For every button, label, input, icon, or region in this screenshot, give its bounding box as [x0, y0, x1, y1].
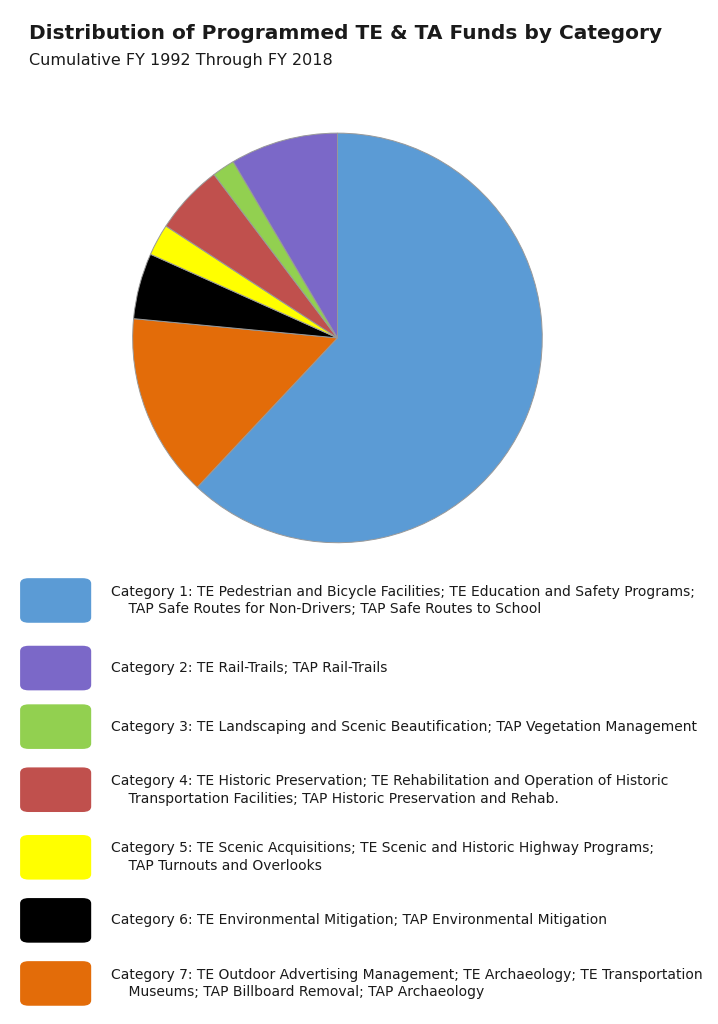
FancyBboxPatch shape — [20, 898, 91, 943]
Text: Category 5: TE Scenic Acquisitions; TE Scenic and Historic Highway Programs;
   : Category 5: TE Scenic Acquisitions; TE S… — [111, 842, 654, 873]
Text: Distribution of Programmed TE & TA Funds by Category: Distribution of Programmed TE & TA Funds… — [29, 24, 662, 43]
FancyBboxPatch shape — [20, 767, 91, 812]
Wedge shape — [166, 174, 337, 338]
Wedge shape — [133, 318, 337, 487]
Wedge shape — [134, 254, 337, 338]
FancyBboxPatch shape — [20, 835, 91, 880]
Text: Cumulative FY 1992 Through FY 2018: Cumulative FY 1992 Through FY 2018 — [29, 53, 332, 69]
Text: Category 1: TE Pedestrian and Bicycle Facilities; TE Education and Safety Progra: Category 1: TE Pedestrian and Bicycle Fa… — [111, 585, 695, 616]
Text: Category 4: TE Historic Preservation; TE Rehabilitation and Operation of Histori: Category 4: TE Historic Preservation; TE… — [111, 774, 668, 806]
Text: Category 3: TE Landscaping and Scenic Beautification; TAP Vegetation Management: Category 3: TE Landscaping and Scenic Be… — [111, 720, 697, 733]
Text: Category 6: TE Environmental Mitigation; TAP Environmental Mitigation: Category 6: TE Environmental Mitigation;… — [111, 913, 607, 928]
FancyBboxPatch shape — [20, 705, 91, 749]
Wedge shape — [233, 133, 337, 338]
FancyBboxPatch shape — [20, 579, 91, 623]
Wedge shape — [214, 162, 337, 338]
Wedge shape — [151, 226, 337, 338]
Wedge shape — [197, 133, 542, 543]
Text: Category 2: TE Rail-Trails; TAP Rail-Trails: Category 2: TE Rail-Trails; TAP Rail-Tra… — [111, 662, 388, 675]
FancyBboxPatch shape — [20, 962, 91, 1006]
FancyBboxPatch shape — [20, 646, 91, 690]
Text: Category 7: TE Outdoor Advertising Management; TE Archaeology; TE Transportation: Category 7: TE Outdoor Advertising Manag… — [111, 968, 703, 999]
